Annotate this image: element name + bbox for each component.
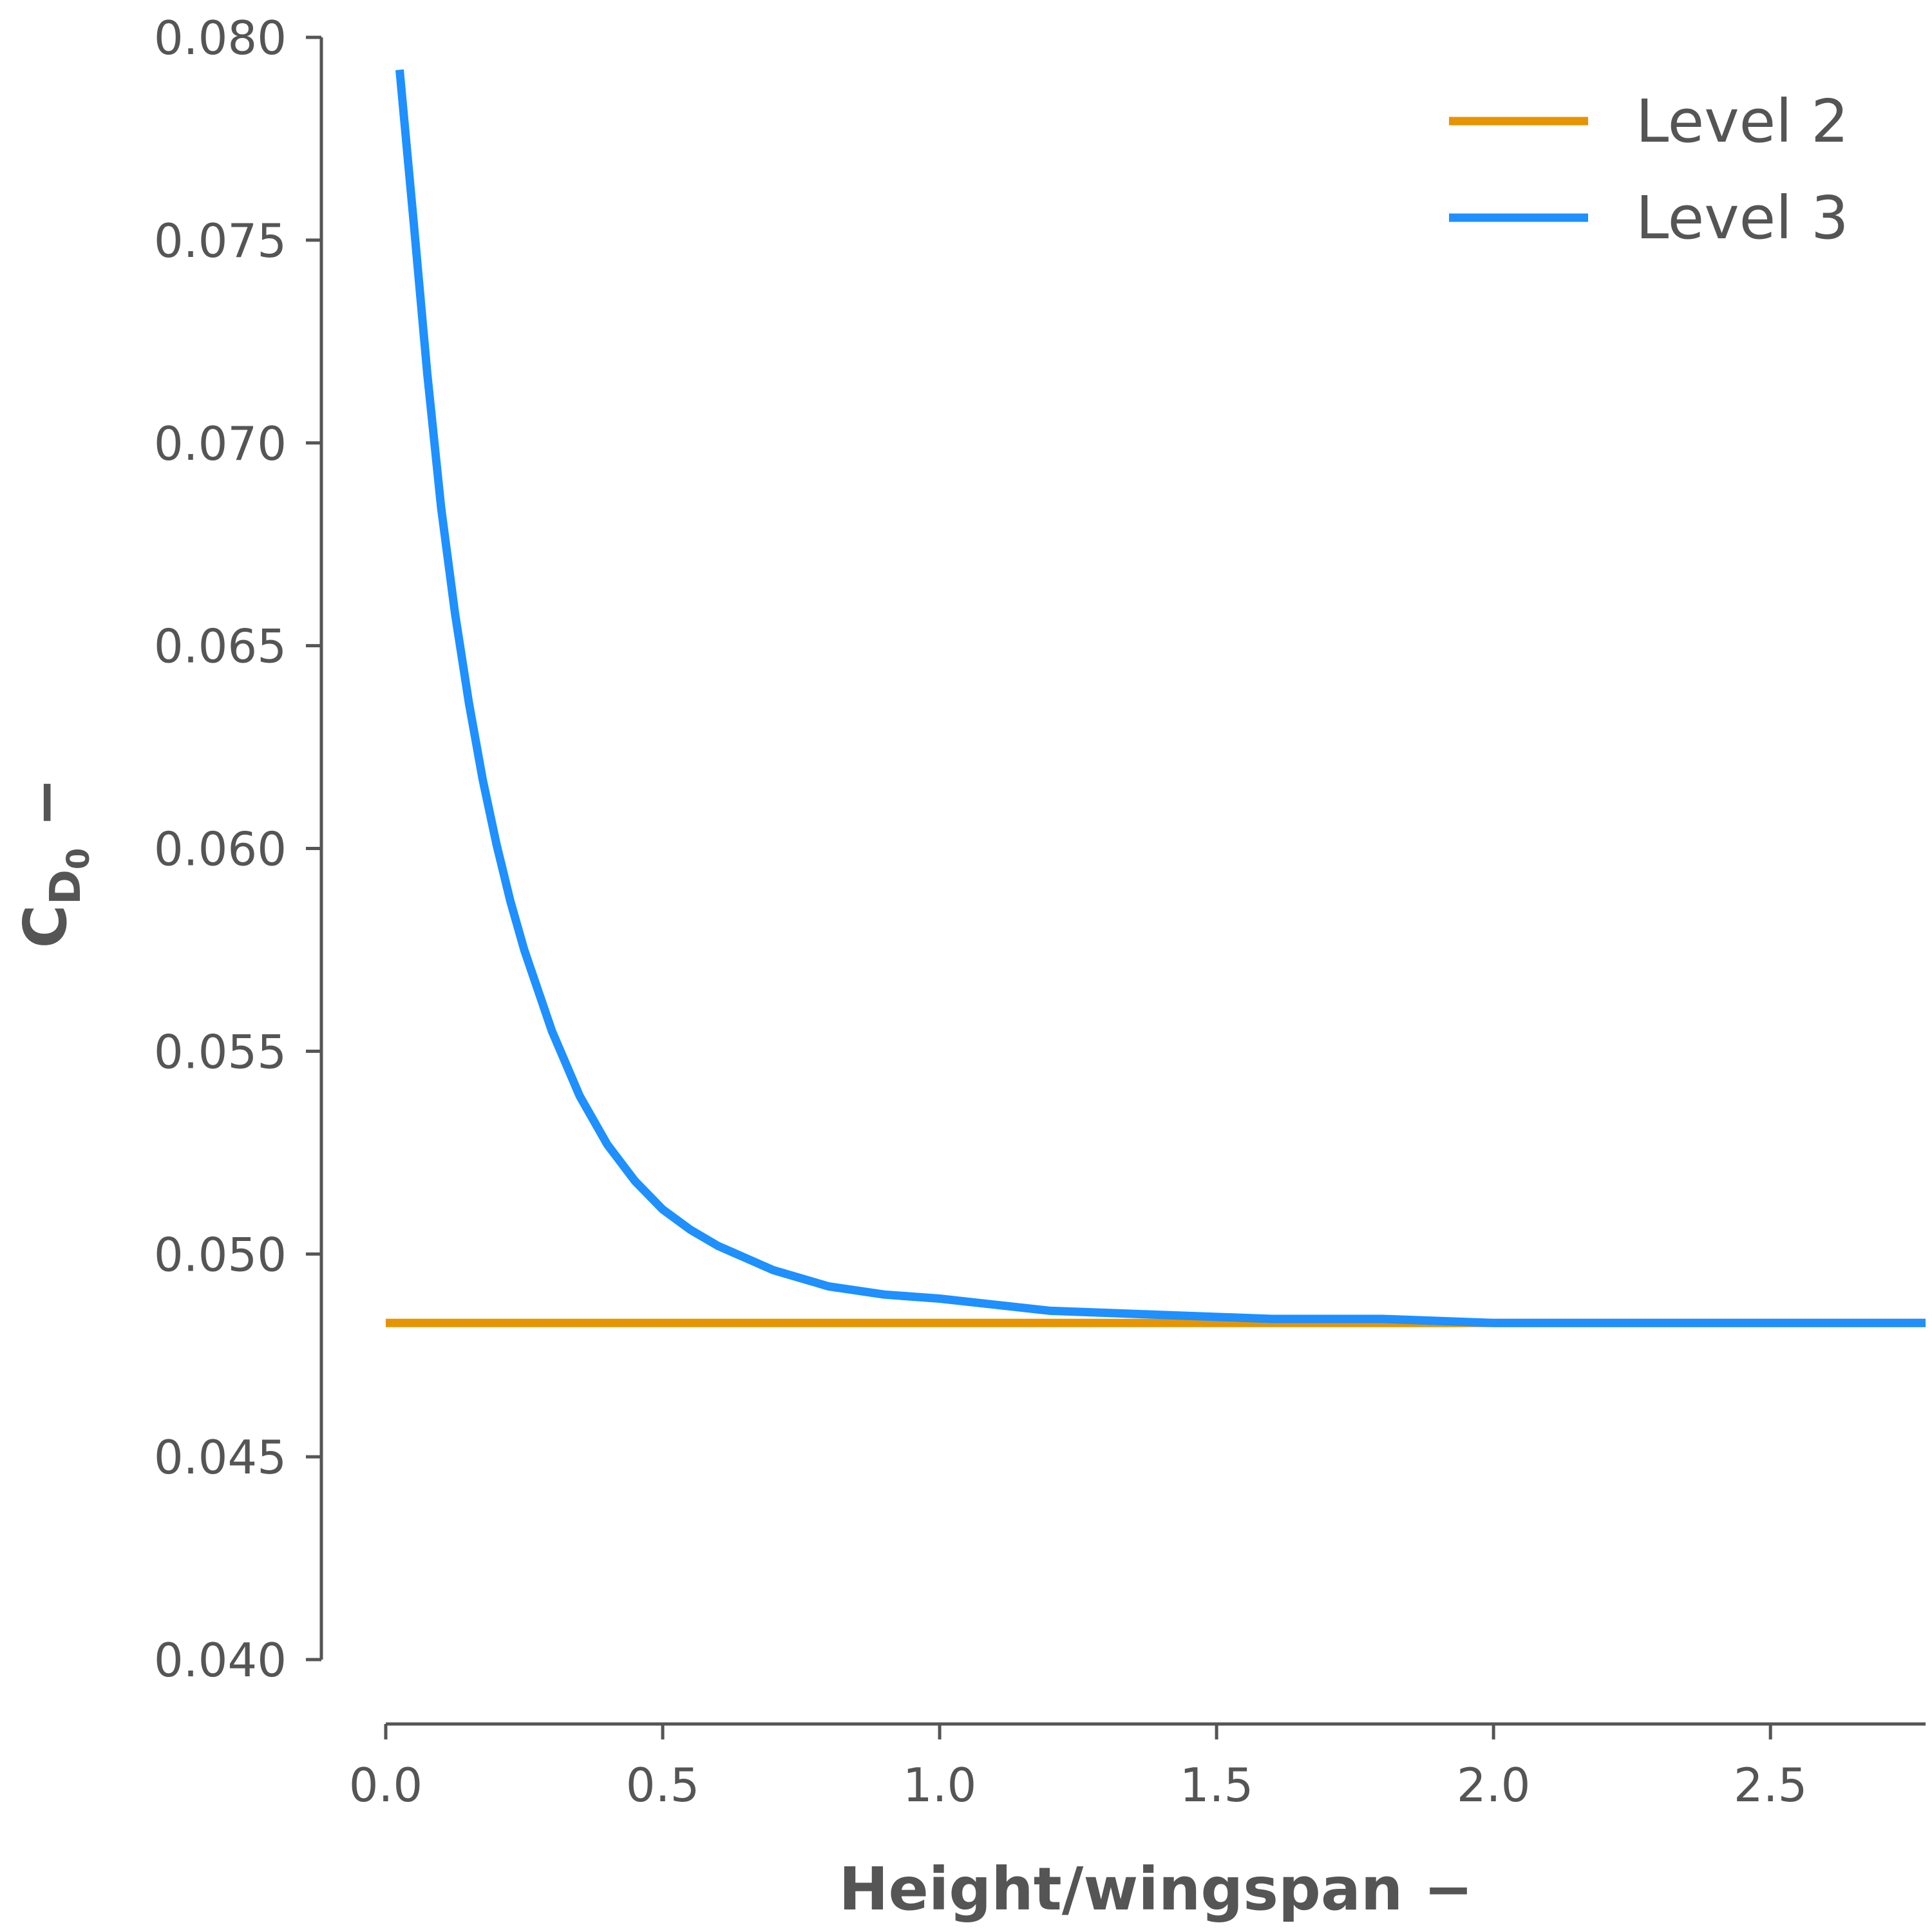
y-axis-title-subsub: 0 xyxy=(61,848,97,869)
y-axis-title-suffix: − xyxy=(11,778,80,848)
y-tick-label: 0.080 xyxy=(154,11,287,65)
y-tick-label: 0.060 xyxy=(154,822,287,876)
y-tick-label: 0.075 xyxy=(154,214,287,268)
x-tick-label: 2.5 xyxy=(1734,1758,1808,1812)
y-axis-title: CD0 − xyxy=(11,778,97,949)
legend-label-level-2: Level 2 xyxy=(1636,87,1849,156)
x-axis-title: Height/wingspan − xyxy=(838,1855,1473,1924)
y-tick-label: 0.040 xyxy=(154,1633,287,1687)
y-tick-label: 0.070 xyxy=(154,417,287,471)
x-tick-label: 1.0 xyxy=(903,1758,977,1812)
y-axis-title-main: C xyxy=(11,905,80,949)
y-tick-label: 0.065 xyxy=(154,620,287,674)
series-line-level-3 xyxy=(395,69,1926,1327)
x-tick-label: 0.0 xyxy=(349,1758,423,1812)
y-tick-label: 0.055 xyxy=(154,1025,287,1079)
legend: Level 2 Level 3 xyxy=(1449,87,1849,252)
y-axis: 0.040 0.045 0.050 0.055 0.060 0.065 0.070 0.075… xyxy=(154,11,323,1687)
y-axis-title-sub: D xyxy=(41,869,90,905)
x-axis: 0.0 0.5 1.0 1.5 2.0 2.5 xyxy=(349,1722,1926,1812)
x-tick-label: 0.5 xyxy=(626,1758,700,1812)
plot-area xyxy=(386,69,1926,1327)
x-tick-label: 1.5 xyxy=(1180,1758,1254,1812)
y-tick-label: 0.045 xyxy=(154,1430,287,1484)
x-tick-label: 2.0 xyxy=(1457,1758,1531,1812)
legend-label-level-3: Level 3 xyxy=(1636,184,1849,252)
y-tick-label: 0.050 xyxy=(154,1227,287,1282)
